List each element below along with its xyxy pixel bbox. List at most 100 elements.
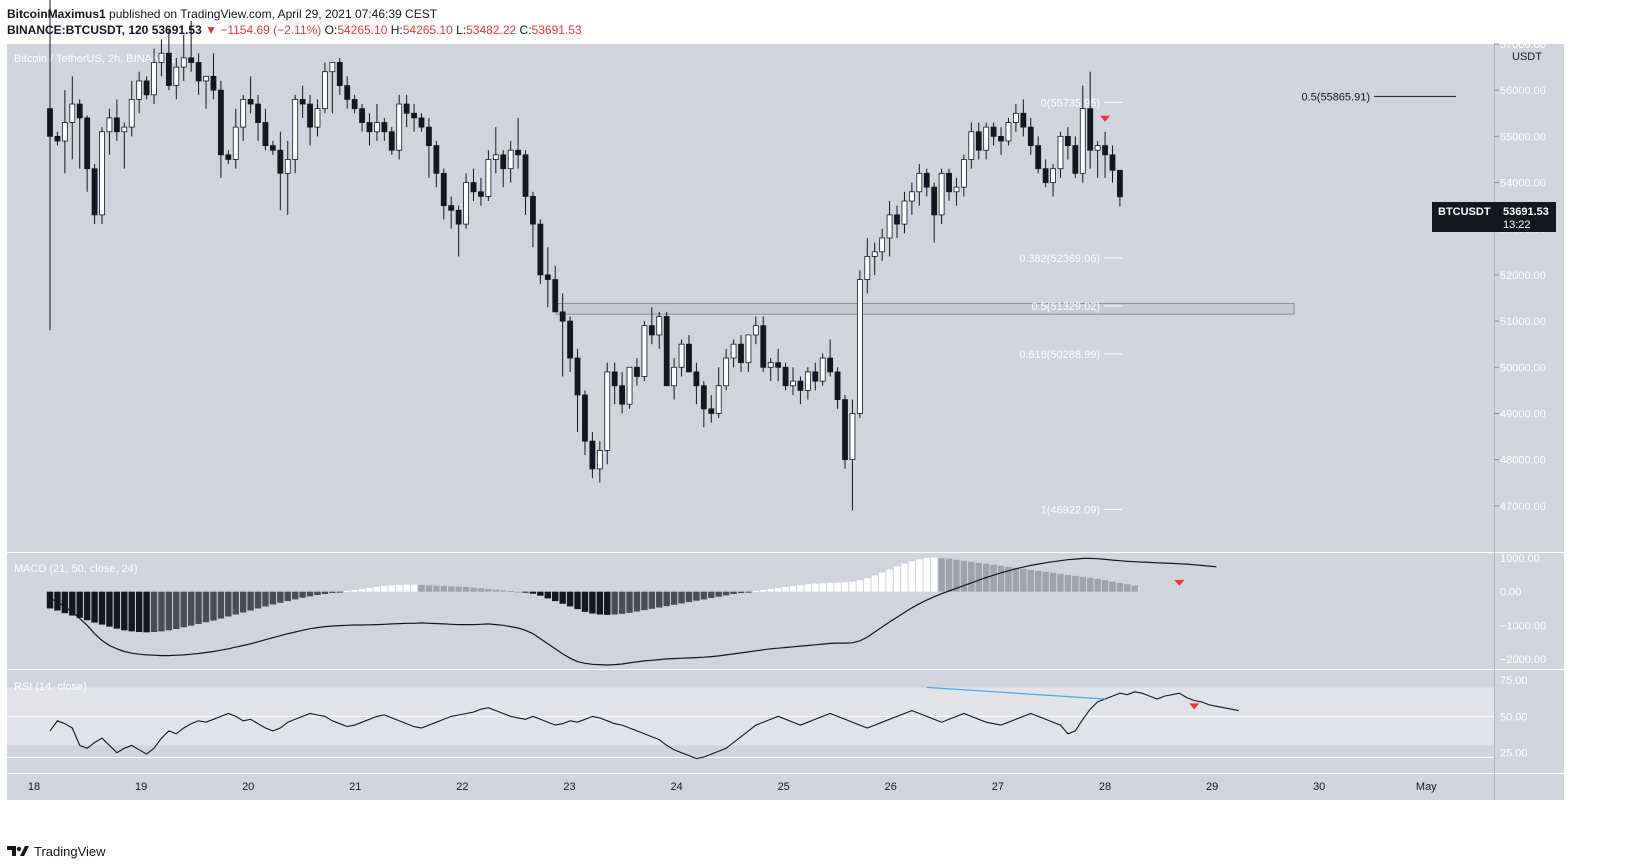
macd-histogram-bar: [262, 591, 269, 607]
candle-body: [908, 191, 915, 202]
macd-histogram-bar: [789, 585, 797, 592]
time-tick-label: 21: [349, 781, 361, 793]
candle-body: [84, 117, 91, 170]
macd-histogram-bar: [938, 558, 945, 592]
author-name[interactable]: BitcoinMaximus1: [7, 7, 106, 21]
macd-histogram-bar: [908, 561, 916, 592]
macd-histogram-bar: [485, 588, 492, 592]
candle-body: [180, 57, 187, 68]
candle-body: [968, 131, 975, 160]
macd-histogram-bar: [722, 591, 730, 596]
macd-histogram-bar: [559, 591, 566, 604]
macd-histogram-bar: [373, 586, 381, 592]
macd-signal-marker: [1174, 579, 1185, 586]
macd-pane-bg[interactable]: [7, 553, 1494, 669]
macd-histogram-bar: [299, 591, 306, 598]
candle-body: [596, 449, 603, 470]
macd-histogram-bar: [121, 591, 128, 631]
open-label: O:: [324, 23, 338, 37]
tradingview-logo-icon: [7, 846, 29, 856]
macd-histogram-bar: [76, 591, 83, 618]
candle-body: [448, 205, 455, 211]
macd-histogram-bar: [500, 590, 507, 592]
candle-body: [374, 122, 380, 133]
price-axis-bg[interactable]: [1494, 44, 1564, 800]
candle-body: [715, 385, 722, 414]
candle-body: [1087, 108, 1094, 151]
macd-histogram-bar: [329, 591, 336, 594]
macd-histogram-bar: [1087, 577, 1094, 592]
low-label: L:: [456, 23, 467, 37]
candle-body: [403, 103, 410, 114]
candle-body: [217, 89, 224, 156]
candle-body: [195, 62, 202, 82]
macd-histogram-bar: [841, 582, 849, 592]
candle-body: [953, 186, 960, 193]
macd-histogram-bar: [1034, 570, 1042, 592]
macd-histogram-bar: [1049, 572, 1057, 592]
candle-body: [827, 357, 834, 373]
macd-histogram-bar: [767, 588, 774, 592]
time-tick-label: 26: [885, 781, 897, 793]
high-value: 54265.10: [402, 23, 453, 37]
macd-histogram-bar: [165, 591, 173, 631]
price-tick-label: 48000.00: [1500, 455, 1546, 467]
time-tick-label: 29: [1206, 781, 1218, 793]
tradingview-footer[interactable]: TradingView: [6, 840, 106, 862]
candle-body: [745, 334, 752, 364]
rsi-line: [49, 691, 1239, 760]
macd-histogram-bar: [826, 582, 834, 592]
chart-canvas[interactable]: Bitcoin / TetherUS, 2h, BINANCE USDT MAC…: [0, 0, 1627, 840]
macd-histogram-bar: [685, 591, 693, 603]
macd-histogram-bar: [135, 591, 143, 633]
macd-histogram-bar: [1116, 582, 1124, 592]
candle-body: [522, 154, 529, 197]
candle-body: [708, 408, 715, 414]
macd-histogram-bar: [455, 586, 462, 592]
macd-histogram-bar: [834, 582, 841, 592]
price-unit-label: USDT: [1512, 51, 1542, 63]
macd-histogram-bar: [529, 591, 537, 594]
candle-body: [165, 52, 172, 86]
tradingview-brand: TradingView: [34, 843, 106, 859]
candle-body: [307, 103, 313, 128]
time-tick-label: 19: [135, 781, 147, 793]
candle-body: [931, 186, 938, 216]
candle-body: [61, 122, 68, 142]
candle-body: [203, 75, 209, 82]
price-pane-bg[interactable]: [7, 44, 1494, 552]
macd-histogram-bar: [195, 591, 202, 624]
candle-body: [99, 131, 105, 216]
price-tick-label: 54000.00: [1500, 178, 1546, 190]
macd-histogram-bar: [492, 589, 499, 592]
candle-body: [485, 159, 492, 197]
bearish-signal-marker: [1100, 115, 1111, 122]
candle-body: [879, 237, 886, 253]
macd-histogram-bar: [202, 591, 210, 623]
candle-body: [277, 149, 284, 174]
candle-body: [544, 274, 551, 280]
macd-histogram-bar: [239, 591, 247, 613]
price-tick-label: 50000.00: [1500, 362, 1546, 374]
candle-body: [1079, 108, 1086, 174]
candle-body: [604, 371, 611, 451]
candle-body: [634, 366, 640, 377]
price-tick-label: 49000.00: [1500, 408, 1546, 420]
price-tick-label: 56000.00: [1500, 85, 1546, 97]
macd-histogram-bar: [804, 584, 812, 592]
macd-histogram-bar: [566, 591, 574, 607]
macd-histogram-bar: [150, 591, 158, 633]
candle-body: [359, 108, 365, 123]
time-axis-bg[interactable]: [7, 773, 1494, 800]
candle-body: [232, 126, 239, 160]
macd-histogram-bar: [254, 591, 262, 609]
time-tick-label: 30: [1313, 781, 1325, 793]
candle-body: [91, 168, 98, 216]
macd-histogram-bar: [358, 588, 366, 592]
macd-histogram-bar: [269, 591, 277, 605]
candle-body: [69, 103, 76, 123]
candle-body: [797, 380, 804, 391]
candle-body: [269, 145, 276, 151]
candle-body: [388, 131, 395, 151]
macd-histogram-bar: [641, 591, 648, 611]
